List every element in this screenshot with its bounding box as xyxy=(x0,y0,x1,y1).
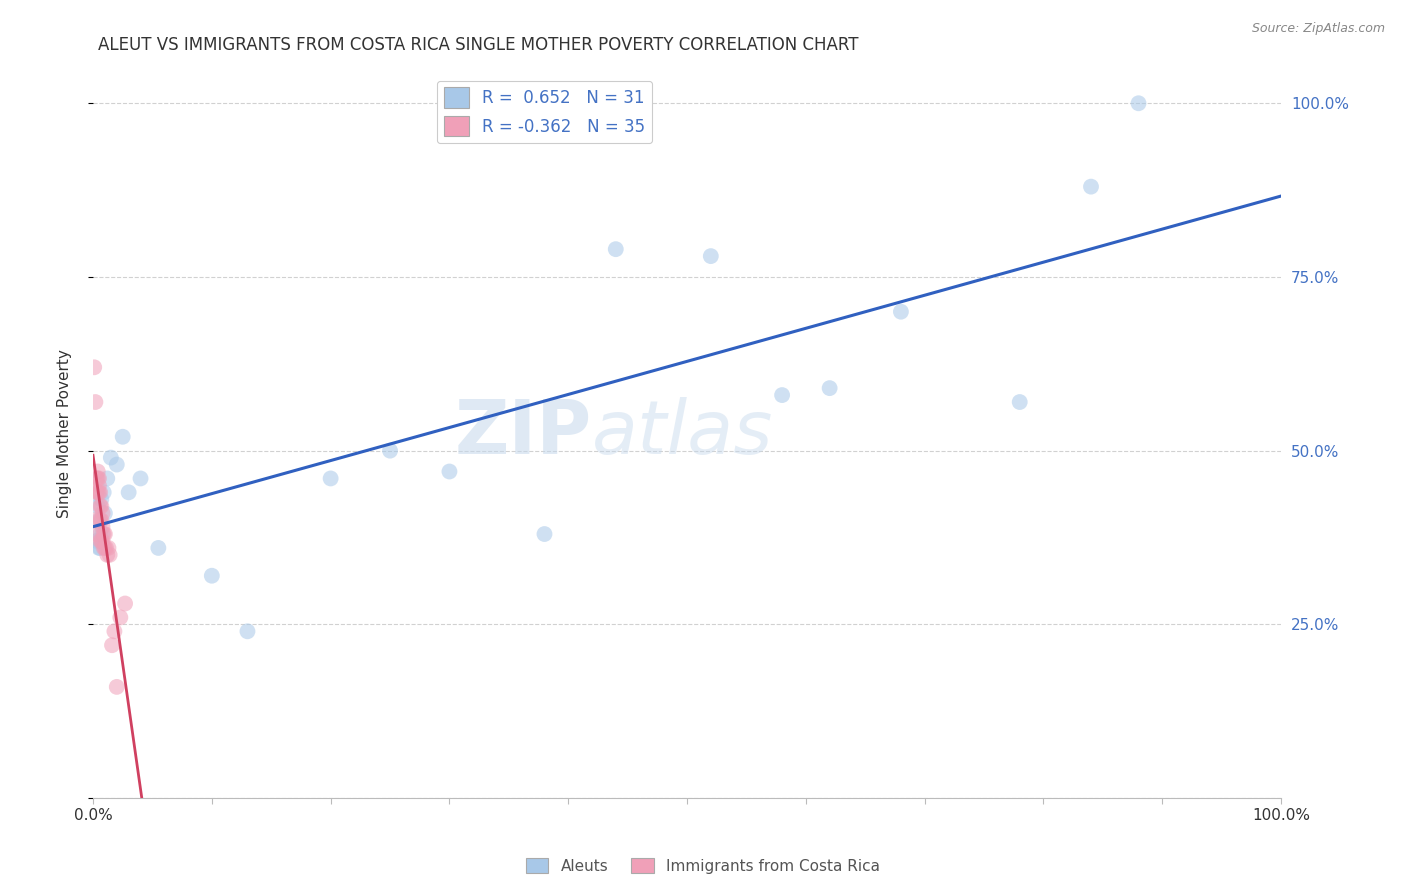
Point xyxy=(90,500,112,514)
Point xyxy=(97,541,120,555)
Point xyxy=(770,388,793,402)
Point xyxy=(87,485,110,500)
Point xyxy=(84,395,107,409)
Point xyxy=(1128,96,1150,111)
Text: ALEUT VS IMMIGRANTS FROM COSTA RICA SINGLE MOTHER POVERTY CORRELATION CHART: ALEUT VS IMMIGRANTS FROM COSTA RICA SING… xyxy=(98,36,859,54)
Point xyxy=(94,527,117,541)
Point xyxy=(1080,179,1102,194)
Point xyxy=(86,485,108,500)
Point xyxy=(87,485,110,500)
Point xyxy=(105,680,128,694)
Point xyxy=(90,533,112,548)
Point xyxy=(90,492,112,507)
Point xyxy=(100,450,122,465)
Point xyxy=(91,520,114,534)
Point xyxy=(89,513,111,527)
Point xyxy=(96,548,118,562)
Point xyxy=(87,465,110,479)
Point xyxy=(1008,395,1031,409)
Point xyxy=(103,624,125,639)
Point xyxy=(700,249,723,263)
Point xyxy=(87,471,110,485)
Point xyxy=(148,541,170,555)
Point xyxy=(439,465,461,479)
Point xyxy=(91,506,114,520)
Point xyxy=(86,533,108,548)
Point xyxy=(86,527,108,541)
Point xyxy=(93,527,115,541)
Point xyxy=(87,500,110,514)
Point xyxy=(111,430,134,444)
Point xyxy=(94,541,117,555)
Point xyxy=(201,568,224,582)
Point xyxy=(94,541,117,555)
Point xyxy=(91,527,114,541)
Point xyxy=(89,527,111,541)
Point xyxy=(101,638,124,652)
Point xyxy=(319,471,342,485)
Point xyxy=(93,541,115,555)
Point xyxy=(89,485,111,500)
Point xyxy=(114,597,136,611)
Point xyxy=(83,360,105,375)
Point xyxy=(87,541,110,555)
Point xyxy=(605,242,627,256)
Point xyxy=(86,471,108,485)
Legend: Aleuts, Immigrants from Costa Rica: Aleuts, Immigrants from Costa Rica xyxy=(519,852,887,880)
Point xyxy=(129,471,152,485)
Point xyxy=(91,533,114,548)
Point xyxy=(84,513,107,527)
Point xyxy=(96,471,118,485)
Point xyxy=(378,443,401,458)
Legend: R =  0.652   N = 31, R = -0.362   N = 35: R = 0.652 N = 31, R = -0.362 N = 35 xyxy=(437,80,652,143)
Point xyxy=(87,471,110,485)
Y-axis label: Single Mother Poverty: Single Mother Poverty xyxy=(58,349,72,517)
Point xyxy=(890,304,912,318)
Point xyxy=(98,548,121,562)
Point xyxy=(87,478,110,492)
Point xyxy=(105,458,128,472)
Point xyxy=(236,624,259,639)
Point xyxy=(87,513,110,527)
Point xyxy=(110,610,132,624)
Point xyxy=(118,485,141,500)
Point xyxy=(94,506,117,520)
Text: ZIP: ZIP xyxy=(454,397,592,470)
Point xyxy=(93,485,115,500)
Point xyxy=(818,381,841,395)
Point xyxy=(90,513,112,527)
Point xyxy=(89,533,111,548)
Point xyxy=(89,500,111,514)
Text: Source: ZipAtlas.com: Source: ZipAtlas.com xyxy=(1251,22,1385,36)
Point xyxy=(533,527,555,541)
Text: atlas: atlas xyxy=(592,397,773,469)
Point xyxy=(89,541,111,555)
